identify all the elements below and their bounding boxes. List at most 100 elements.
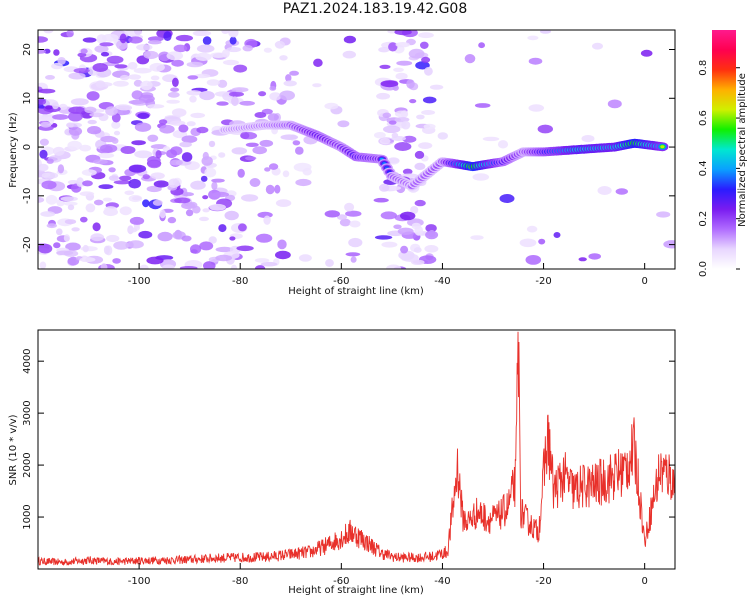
spectrogram-noise-cell <box>38 116 51 122</box>
spectrogram-noise-cell <box>80 48 88 54</box>
spectrogram-noise-cell <box>113 80 129 87</box>
snr-x-tick-label: -80 <box>232 576 248 587</box>
colorbar-ticks: 0.0 0.2 0.4 0.6 0.8 <box>698 60 740 277</box>
spectrogram-noise-cell <box>95 80 106 88</box>
spectrogram-noise-cell <box>420 41 429 49</box>
spectrogram-noise-cell <box>138 230 153 239</box>
spectrogram-noise-cell <box>181 152 193 162</box>
spectrogram-noise-cell <box>279 55 288 61</box>
spectrogram-noise-cell <box>168 178 180 188</box>
spectrogram-noise-cell <box>222 59 240 66</box>
spectrogram-noise-cell <box>158 119 168 125</box>
spectrogram-noise-cell <box>499 194 515 203</box>
spectrogram-noise-cell <box>66 30 74 38</box>
snr-x-tick-label: -20 <box>535 576 551 587</box>
spectrogram-x-tick-label: -100 <box>128 276 151 287</box>
spectrogram-noise-cell <box>190 180 206 190</box>
spectrogram-x-tick-label: -80 <box>232 276 248 287</box>
spectrogram-x-tick-label: -60 <box>333 276 349 287</box>
spectrogram-noise-cell <box>82 37 97 43</box>
spectrogram-noise-cell <box>171 59 184 67</box>
spectrogram-noise-cell <box>53 242 61 249</box>
spectrogram-noise-cell <box>38 243 53 254</box>
spectrogram-noise-cell <box>416 114 425 120</box>
spectrogram-noise-cell <box>133 67 152 74</box>
spectrogram-noise-cell <box>422 96 437 104</box>
spectrogram-noise-cell <box>349 220 361 228</box>
spectrogram-noise-cell <box>128 194 143 203</box>
spectrogram-noise-cell <box>418 142 433 150</box>
spectrogram-noise-cell <box>93 199 104 206</box>
spectrogram-noise-cell <box>263 215 271 225</box>
colorbar-label: Normalized spectral amplitude <box>737 73 748 227</box>
spectrogram-heatmap <box>38 30 675 269</box>
spectrogram-x-tick-label: -40 <box>434 276 450 287</box>
spectrogram-noise-cell <box>202 195 209 200</box>
spectrogram-noise-cell <box>409 99 417 104</box>
spectrogram-noise-cell <box>128 100 145 105</box>
spectrogram-noise-cell <box>208 236 217 244</box>
spectrogram-noise-cell <box>221 30 230 34</box>
spectrogram-noise-cell <box>108 167 116 173</box>
spectrogram-noise-cell <box>280 134 299 140</box>
spectrogram-noise-cell <box>254 112 267 118</box>
spectrogram-noise-cell <box>40 121 52 128</box>
spectrogram-noise-cell <box>146 104 165 109</box>
spectrogram-noise-cell <box>82 180 93 187</box>
spectrogram-noise-cell <box>519 238 537 248</box>
spectrogram-noise-cell <box>324 210 340 218</box>
spectrogram-noise-cell <box>105 106 118 116</box>
spectrogram-noise-cell <box>388 157 400 164</box>
spectrogram-noise-cell <box>93 159 108 165</box>
spectrogram-noise-cell <box>393 224 402 230</box>
spectrogram-noise-cell <box>136 44 153 51</box>
spectrogram-noise-cell <box>65 242 81 251</box>
spectrogram-noise-cell <box>127 62 138 70</box>
spectrogram-noise-cell <box>394 110 408 118</box>
spectrogram-noise-cell <box>43 30 54 34</box>
spectrogram-noise-cell <box>265 184 275 195</box>
spectrogram-noise-cell <box>147 134 159 142</box>
spectrogram-noise-cell <box>406 79 415 89</box>
spectrogram-noise-cell <box>52 114 69 120</box>
snr-y-label: SNR (10 * v/v) <box>8 414 19 485</box>
spectrogram-noise-cell <box>252 146 267 155</box>
spectrogram-noise-cell <box>379 183 390 192</box>
spectrogram-noise-cell <box>199 90 215 101</box>
spectrogram-noise-cell <box>194 73 211 79</box>
spectrogram-noise-cell <box>380 80 399 88</box>
spectrogram-noise-cell <box>38 163 49 172</box>
spectrogram-noise-cell <box>313 58 323 67</box>
spectrogram-noise-cell <box>285 74 292 82</box>
spectrogram-noise-cell <box>68 72 86 80</box>
spectrogram-noise-cell <box>87 119 97 125</box>
spectrogram-noise-cell <box>277 239 287 250</box>
spectrogram-noise-cell <box>209 203 227 211</box>
spectrogram-noise-cell <box>413 247 422 253</box>
spectrogram-y-tick-label: 20 <box>22 43 33 56</box>
spectrogram-noise-cell <box>129 216 145 225</box>
spectrogram-noise-cell <box>597 186 612 195</box>
spectrogram-noise-cell <box>170 87 180 92</box>
spectrogram-noise-cell <box>150 144 167 150</box>
spectrogram-noise-cell <box>68 106 86 114</box>
spectrogram-noise-cell <box>236 245 254 252</box>
spectrogram-noise-cell <box>264 167 271 172</box>
spectrogram-noise-cell <box>68 126 83 136</box>
spectrogram-noise-cell <box>394 142 412 151</box>
spectrogram-noise-cell <box>157 231 173 242</box>
spectrogram-x-label: Height of straight line (km) <box>288 286 424 297</box>
snr-y-tick-label: 3000 <box>22 400 33 425</box>
spectrogram-noise-cell <box>174 197 191 204</box>
spectrogram-noise-cell <box>391 136 406 141</box>
spectrogram-noise-cell <box>113 180 131 185</box>
spectrogram-noise-cell <box>142 199 150 208</box>
spectrogram-noise-cell <box>254 258 270 263</box>
spectrogram-noise-cell <box>275 199 292 208</box>
snr-y-tick-label: 1000 <box>22 504 33 529</box>
spectrogram-noise-cell <box>472 173 490 181</box>
spectrogram-noise-cell <box>215 254 233 262</box>
spectrogram-noise-cell <box>97 152 115 159</box>
spectrogram-noise-cell <box>414 150 425 159</box>
